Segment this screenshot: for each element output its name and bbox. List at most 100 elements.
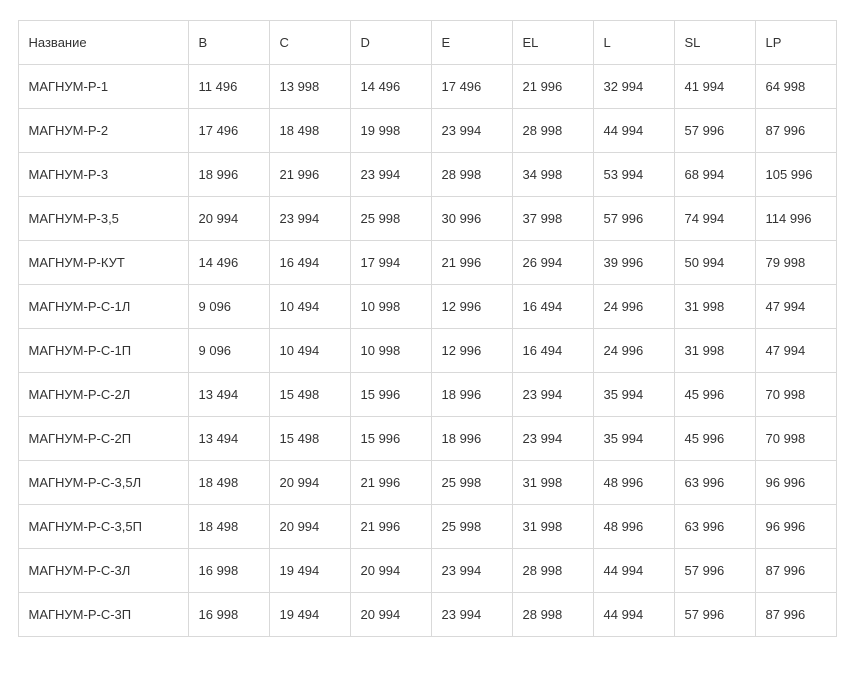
cell-value: 23 994 xyxy=(512,373,593,417)
cell-name: МАГНУМ-Р-С-3,5Л xyxy=(18,461,188,505)
cell-name: МАГНУМ-Р-С-2Л xyxy=(18,373,188,417)
cell-value: 28 998 xyxy=(431,153,512,197)
cell-name: МАГНУМ-Р-С-3,5П xyxy=(18,505,188,549)
cell-value: 15 996 xyxy=(350,417,431,461)
cell-value: 25 998 xyxy=(431,505,512,549)
table-row: МАГНУМ-Р-С-3Л16 99819 49420 99423 99428 … xyxy=(18,549,836,593)
cell-value: 23 994 xyxy=(431,109,512,153)
cell-value: 21 996 xyxy=(512,65,593,109)
cell-value: 9 096 xyxy=(188,285,269,329)
col-header-sl: SL xyxy=(674,21,755,65)
cell-value: 18 996 xyxy=(431,373,512,417)
cell-value: 18 996 xyxy=(431,417,512,461)
cell-value: 20 994 xyxy=(350,593,431,637)
cell-value: 47 994 xyxy=(755,285,836,329)
cell-value: 63 996 xyxy=(674,461,755,505)
col-header-l: L xyxy=(593,21,674,65)
col-header-lp: LP xyxy=(755,21,836,65)
cell-name: МАГНУМ-Р-С-2П xyxy=(18,417,188,461)
cell-value: 64 998 xyxy=(755,65,836,109)
cell-value: 16 998 xyxy=(188,549,269,593)
col-header-c: C xyxy=(269,21,350,65)
cell-value: 45 996 xyxy=(674,417,755,461)
cell-value: 21 996 xyxy=(431,241,512,285)
cell-value: 23 994 xyxy=(269,197,350,241)
table-row: МАГНУМ-Р-С-3,5П18 49820 99421 99625 9983… xyxy=(18,505,836,549)
cell-value: 105 996 xyxy=(755,153,836,197)
col-header-b: B xyxy=(188,21,269,65)
cell-value: 48 996 xyxy=(593,461,674,505)
cell-name: МАГНУМ-Р-С-1П xyxy=(18,329,188,373)
cell-value: 10 494 xyxy=(269,329,350,373)
cell-name: МАГНУМ-Р-С-3Л xyxy=(18,549,188,593)
cell-value: 87 996 xyxy=(755,109,836,153)
cell-name: МАГНУМ-Р-3,5 xyxy=(18,197,188,241)
cell-value: 28 998 xyxy=(512,109,593,153)
cell-value: 68 994 xyxy=(674,153,755,197)
cell-value: 44 994 xyxy=(593,593,674,637)
cell-value: 13 494 xyxy=(188,417,269,461)
cell-name: МАГНУМ-Р-2 xyxy=(18,109,188,153)
cell-value: 24 996 xyxy=(593,285,674,329)
col-header-d: D xyxy=(350,21,431,65)
cell-value: 31 998 xyxy=(512,505,593,549)
table-row: МАГНУМ-Р-217 49618 49819 99823 99428 998… xyxy=(18,109,836,153)
table-row: МАГНУМ-Р-318 99621 99623 99428 99834 998… xyxy=(18,153,836,197)
cell-value: 15 498 xyxy=(269,417,350,461)
table-header-row: Название B C D E EL L SL LP xyxy=(18,21,836,65)
cell-value: 70 998 xyxy=(755,373,836,417)
cell-value: 17 994 xyxy=(350,241,431,285)
cell-value: 16 494 xyxy=(512,285,593,329)
cell-name: МАГНУМ-Р-С-3П xyxy=(18,593,188,637)
table-row: МАГНУМ-Р-С-1П9 09610 49410 99812 99616 4… xyxy=(18,329,836,373)
table-row: МАГНУМ-Р-С-3,5Л18 49820 99421 99625 9983… xyxy=(18,461,836,505)
cell-value: 23 994 xyxy=(431,549,512,593)
cell-value: 19 494 xyxy=(269,593,350,637)
cell-value: 28 998 xyxy=(512,549,593,593)
cell-value: 57 996 xyxy=(674,593,755,637)
cell-value: 20 994 xyxy=(269,461,350,505)
table-row: МАГНУМ-Р-С-2Л13 49415 49815 99618 99623 … xyxy=(18,373,836,417)
cell-value: 15 498 xyxy=(269,373,350,417)
cell-value: 31 998 xyxy=(674,285,755,329)
cell-value: 44 994 xyxy=(593,109,674,153)
cell-value: 14 496 xyxy=(188,241,269,285)
table-row: МАГНУМ-Р-3,520 99423 99425 99830 99637 9… xyxy=(18,197,836,241)
cell-value: 26 994 xyxy=(512,241,593,285)
cell-value: 13 998 xyxy=(269,65,350,109)
price-table-container: Название B C D E EL L SL LP МАГНУМ-Р-111… xyxy=(18,20,837,637)
cell-value: 34 998 xyxy=(512,153,593,197)
cell-value: 12 996 xyxy=(431,285,512,329)
table-row: МАГНУМ-Р-С-2П13 49415 49815 99618 99623 … xyxy=(18,417,836,461)
cell-value: 87 996 xyxy=(755,549,836,593)
cell-value: 23 994 xyxy=(350,153,431,197)
cell-value: 18 498 xyxy=(188,505,269,549)
cell-value: 18 498 xyxy=(269,109,350,153)
cell-value: 17 496 xyxy=(188,109,269,153)
cell-name: МАГНУМ-Р-С-1Л xyxy=(18,285,188,329)
cell-value: 20 994 xyxy=(188,197,269,241)
table-row: МАГНУМ-Р-С-1Л9 09610 49410 99812 99616 4… xyxy=(18,285,836,329)
table-row: МАГНУМ-Р-КУТ14 49616 49417 99421 99626 9… xyxy=(18,241,836,285)
cell-value: 57 996 xyxy=(674,109,755,153)
cell-value: 96 996 xyxy=(755,461,836,505)
cell-value: 9 096 xyxy=(188,329,269,373)
cell-value: 18 498 xyxy=(188,461,269,505)
cell-value: 79 998 xyxy=(755,241,836,285)
cell-value: 74 994 xyxy=(674,197,755,241)
cell-value: 31 998 xyxy=(512,461,593,505)
cell-value: 25 998 xyxy=(431,461,512,505)
cell-value: 21 996 xyxy=(269,153,350,197)
cell-value: 50 994 xyxy=(674,241,755,285)
cell-value: 70 998 xyxy=(755,417,836,461)
cell-value: 37 998 xyxy=(512,197,593,241)
table-body: МАГНУМ-Р-111 49613 99814 49617 49621 996… xyxy=(18,65,836,637)
cell-name: МАГНУМ-Р-КУТ xyxy=(18,241,188,285)
cell-value: 17 496 xyxy=(431,65,512,109)
cell-value: 15 996 xyxy=(350,373,431,417)
cell-value: 87 996 xyxy=(755,593,836,637)
cell-value: 57 996 xyxy=(674,549,755,593)
cell-value: 10 494 xyxy=(269,285,350,329)
cell-value: 19 998 xyxy=(350,109,431,153)
cell-value: 12 996 xyxy=(431,329,512,373)
